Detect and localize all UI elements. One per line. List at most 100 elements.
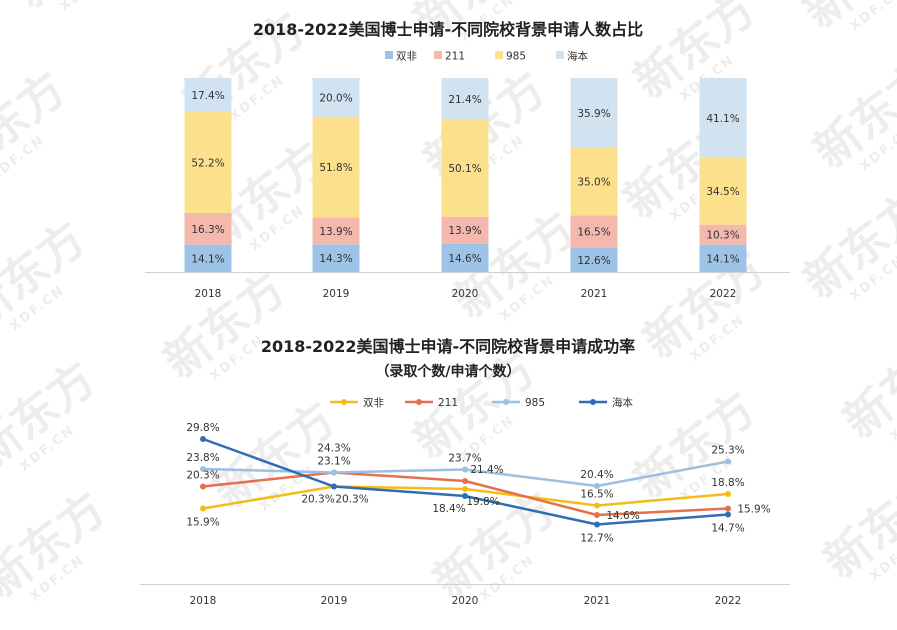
chart2-x-tick-label: 2022 [715, 595, 742, 607]
legend-swatch [556, 51, 564, 59]
legend-label: 985 [525, 397, 545, 409]
legend-marker [590, 399, 596, 405]
point-双非-2018 [200, 505, 206, 512]
legend-marker [416, 399, 422, 405]
chart2-x-tick-label: 2021 [584, 595, 611, 607]
point-211-2018 [200, 483, 206, 490]
legend-label: 211 [438, 397, 458, 409]
bar-value-label: 20.0% [319, 92, 352, 104]
bar-segment-985-2018 [184, 111, 232, 214]
bar-segment-双非-2018 [184, 244, 232, 272]
chart1-legend-item: 211 [434, 51, 465, 63]
bar-segment-双非-2022 [699, 244, 747, 272]
line-value-label: 20.3% [335, 494, 368, 506]
line-value-label: 21.4% [470, 464, 503, 476]
bar-value-label: 13.9% [448, 225, 481, 237]
bar-segment-985-2022 [699, 157, 747, 225]
chart1-x-tick-label: 2022 [710, 288, 737, 300]
chart2-legend-item: 双非 [330, 397, 384, 409]
line-value-label: 14.6% [606, 510, 639, 522]
legend-label: 985 [506, 51, 526, 63]
line-value-label: 19.8% [466, 496, 499, 508]
chart1-x-tick-label: 2021 [581, 288, 608, 300]
chart1-title: 2018-2022美国博士申请-不同院校背景申请人数占比 [253, 20, 643, 39]
line-value-label: 23.1% [317, 456, 350, 468]
point-海本-2022 [725, 511, 731, 518]
chart1-x-tick-label: 2019 [323, 288, 350, 300]
bar-segment-985-2020 [441, 119, 489, 217]
point-双非-2022 [725, 491, 731, 497]
bar-value-label: 51.8% [319, 162, 352, 174]
chart1-x-tick-label: 2020 [452, 288, 479, 300]
bar-segment-海本-2021 [570, 78, 618, 148]
point-双非-2021 [594, 502, 600, 509]
bar-value-label: 14.1% [191, 253, 224, 265]
chart2-legend-item: 985 [492, 397, 545, 409]
bar-value-label: 12.6% [577, 255, 610, 267]
legend-marker [503, 399, 509, 405]
point-985-2020 [462, 466, 468, 473]
bar-segment-双非-2019 [312, 244, 360, 272]
chart2-x-tick-label: 2018 [190, 595, 217, 607]
bar-segment-海本-2019 [312, 78, 360, 117]
bar-value-label: 14.3% [319, 253, 352, 265]
chart1-legend-item: 海本 [556, 50, 588, 63]
bar-segment-985-2021 [570, 147, 618, 216]
chart2-x-tick-label: 2019 [321, 595, 348, 607]
point-211-2022 [725, 505, 731, 512]
point-211-2020 [462, 478, 468, 484]
point-双非-2020 [462, 486, 468, 492]
legend-swatch [385, 51, 393, 59]
point-海本-2021 [594, 521, 600, 528]
line-value-label: 12.7% [580, 533, 613, 545]
line-value-label: 29.8% [186, 422, 219, 434]
point-海本-2018 [200, 436, 206, 442]
legend-swatch [495, 51, 503, 59]
line-value-label: 18.4% [432, 503, 465, 515]
bar-value-label: 35.9% [577, 108, 610, 120]
chart2-legend-item: 211 [405, 397, 458, 409]
point-海本-2020 [462, 493, 468, 499]
bar-value-label: 16.3% [191, 224, 224, 236]
line-value-label: 24.3% [317, 443, 350, 455]
point-985-2019 [331, 469, 337, 476]
chart1-legend-item: 985 [495, 51, 526, 63]
chart2-x-tick-label: 2020 [452, 595, 479, 607]
bar-value-label: 21.4% [448, 94, 481, 106]
line-value-label: 20.3% [301, 494, 334, 506]
bar-segment-211-2018 [184, 213, 232, 245]
bar-segment-211-2022 [699, 224, 747, 245]
bar-value-label: 41.1% [706, 113, 739, 125]
bar-segment-211-2021 [570, 215, 618, 248]
bar-value-label: 35.0% [577, 177, 610, 189]
line-value-label: 15.9% [737, 504, 770, 516]
bar-value-label: 10.3% [706, 230, 739, 242]
bar-value-label: 17.4% [191, 90, 224, 102]
bar-segment-211-2020 [441, 216, 489, 244]
line-value-label: 23.8% [186, 452, 219, 464]
bar-value-label: 14.1% [706, 253, 739, 265]
bar-value-label: 34.5% [706, 186, 739, 198]
bar-segment-海本-2018 [184, 78, 232, 112]
bar-value-label: 16.5% [577, 227, 610, 239]
legend-label: 海本 [567, 50, 588, 63]
bar-value-label: 52.2% [191, 157, 224, 169]
point-985-2021 [594, 483, 600, 489]
bar-value-label: 13.9% [319, 226, 352, 238]
line-value-label: 20.4% [580, 469, 613, 481]
chart2-title: 2018-2022美国博士申请-不同院校背景申请成功率 [261, 337, 635, 356]
legend-label: 211 [445, 51, 465, 63]
line-value-label: 20.3% [186, 470, 219, 482]
bar-segment-海本-2020 [441, 78, 489, 120]
line-value-label: 18.8% [711, 477, 744, 489]
bar-segment-海本-2022 [699, 78, 747, 158]
chart2-legend-item: 海本 [579, 396, 633, 409]
line-value-label: 25.3% [711, 445, 744, 457]
legend-swatch [434, 51, 442, 59]
point-985-2018 [200, 466, 206, 472]
bar-segment-双非-2020 [441, 243, 489, 272]
bar-segment-211-2019 [312, 217, 360, 245]
legend-label: 双非 [396, 51, 417, 63]
bar-segment-双非-2021 [570, 247, 618, 272]
